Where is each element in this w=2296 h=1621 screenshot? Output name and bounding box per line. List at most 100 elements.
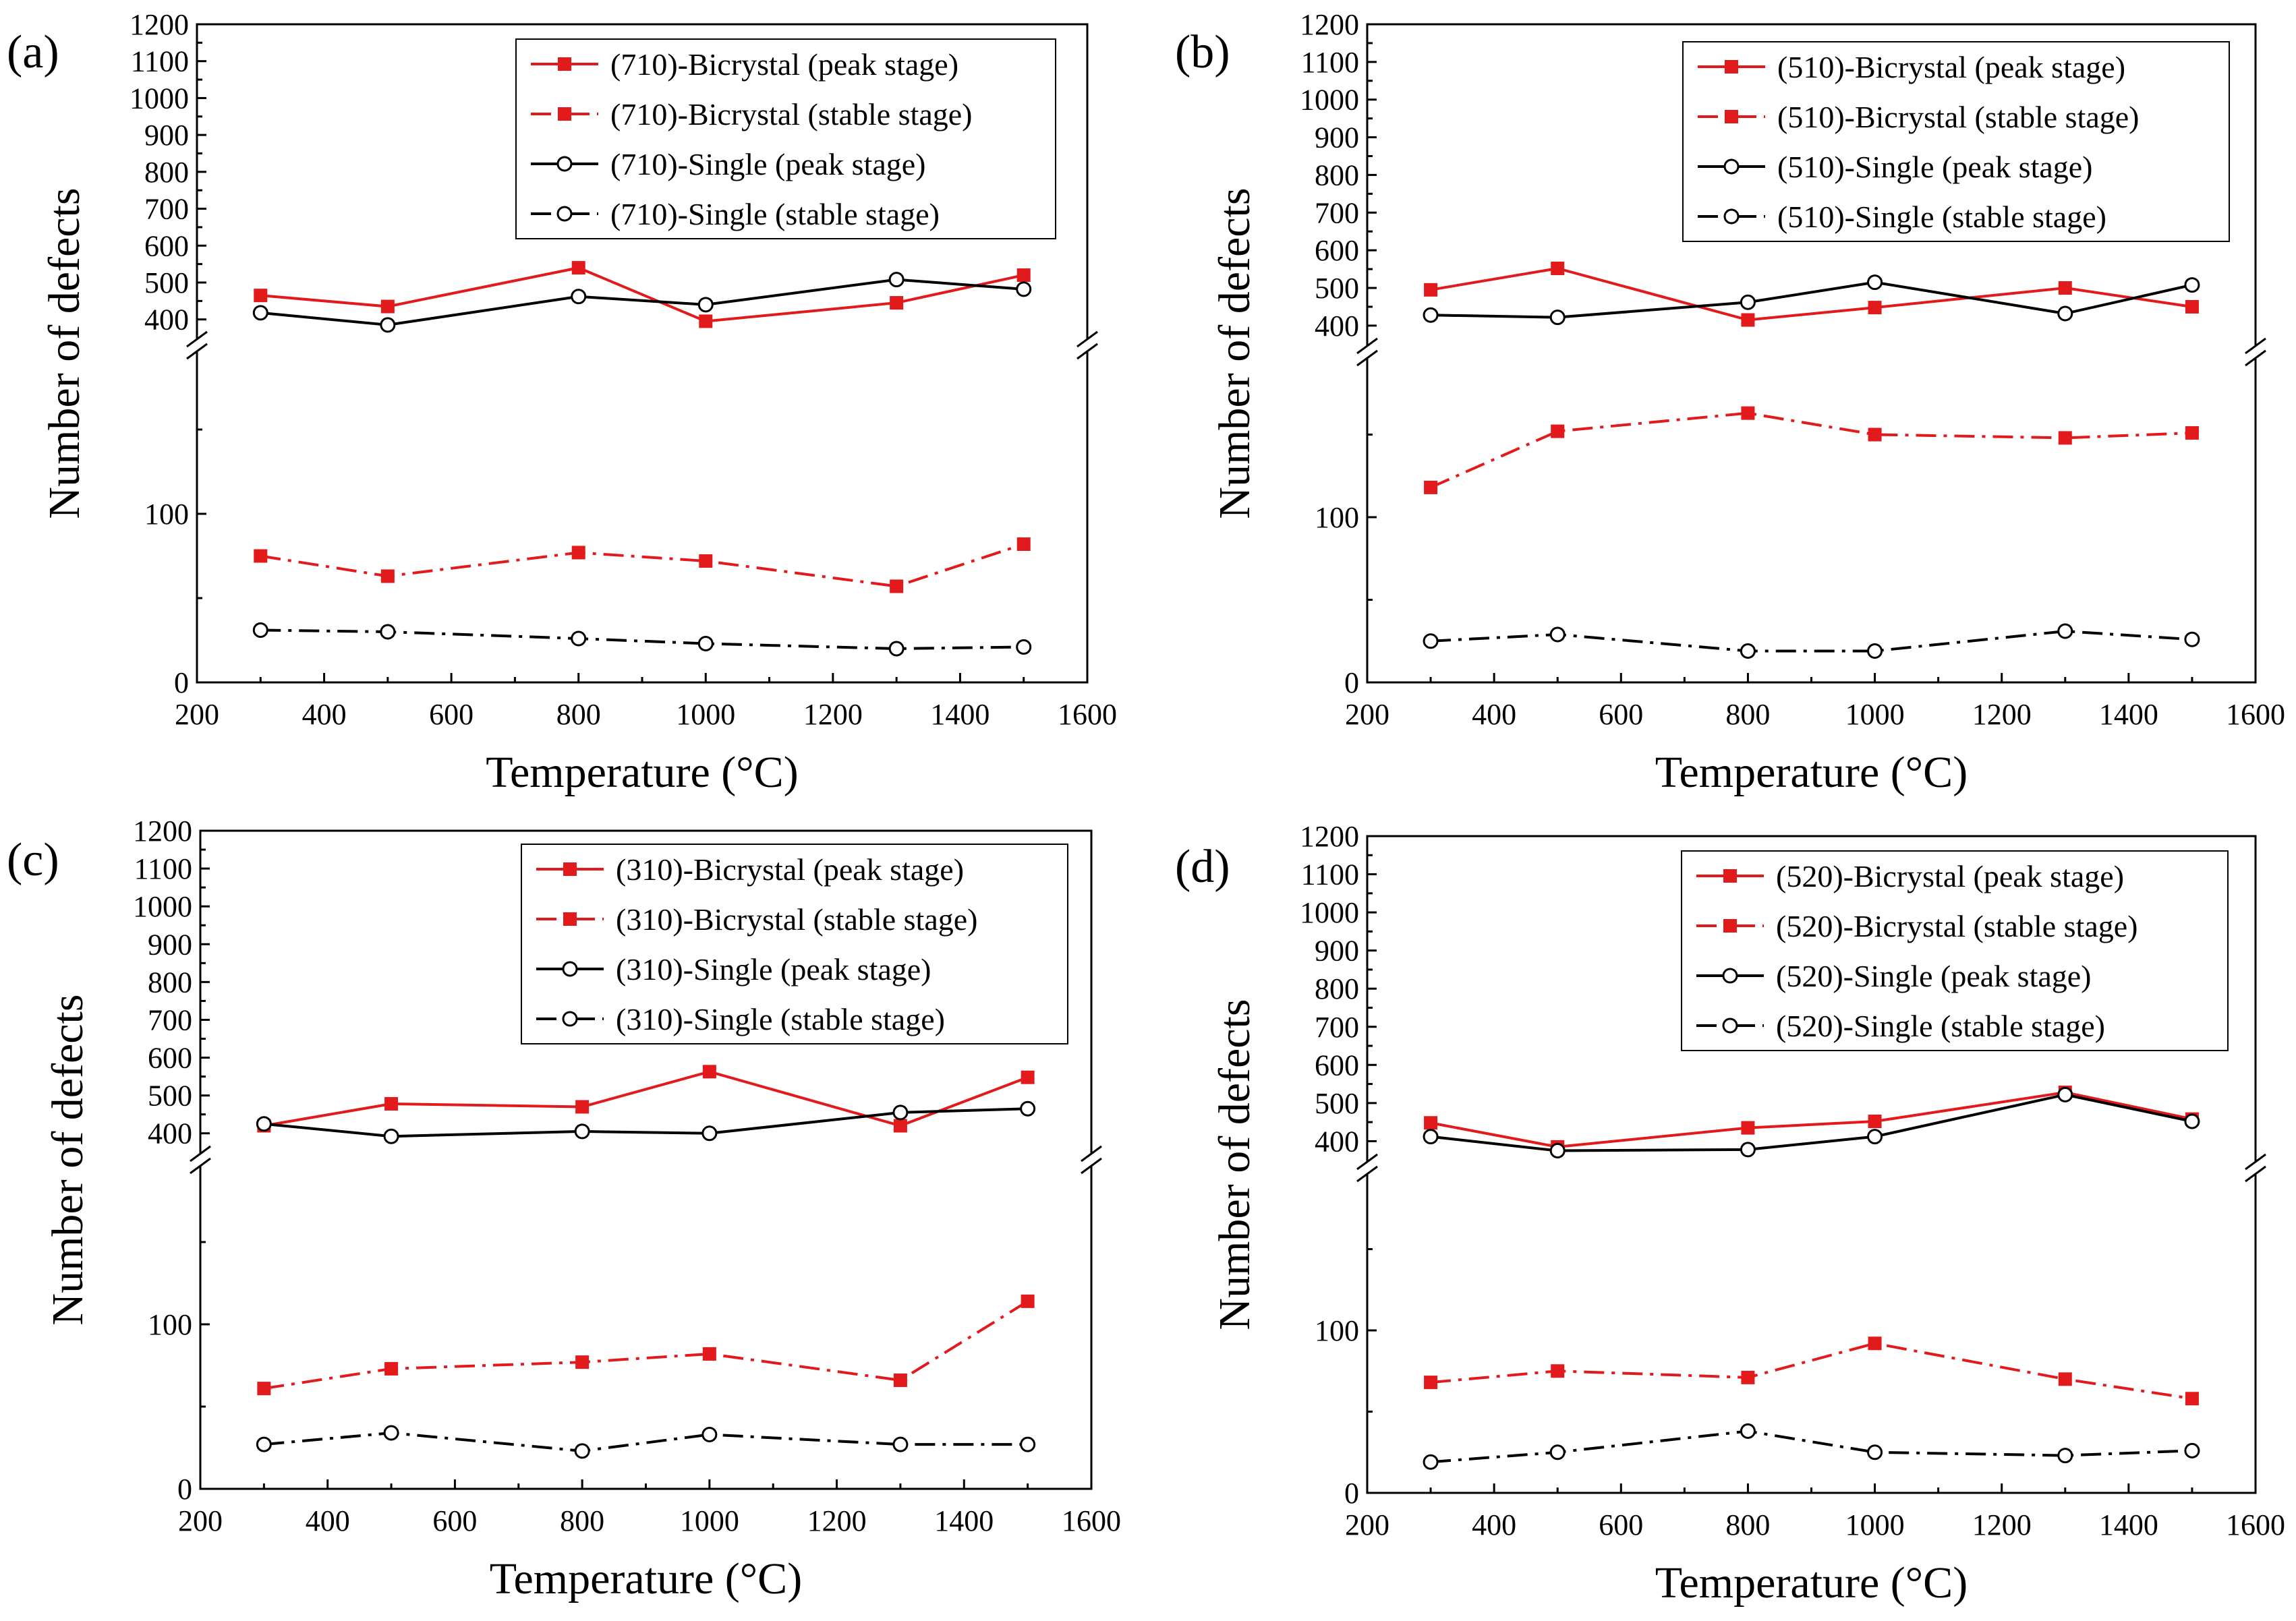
data-point [1021,1294,1035,1308]
panel-label: (a) [7,26,59,78]
series-3 [1423,1086,2200,1159]
data-point [1867,1129,1883,1145]
x-tick-label: 1000 [680,1504,739,1537]
data-point [890,296,904,310]
series-line [1430,266,2193,322]
x-tick-label: 1000 [1845,1508,1905,1541]
data-point [380,569,395,583]
data-point [257,1382,271,1396]
y-tick-label: 1100 [134,852,192,885]
y-tick-label: 100 [148,1308,192,1341]
data-point [893,1119,907,1133]
data-point [254,549,268,563]
panel-label: (c) [7,834,59,886]
x-tick-label: 1200 [803,698,863,731]
legend-entry: (710)-Single (peak stage) [610,147,926,181]
data-point [1868,1336,1882,1351]
data-point [1423,307,1439,323]
series-line [1430,1342,2193,1401]
data-point [1551,424,1565,438]
data-point [1867,643,1883,659]
y-axis-title: Number of defects [1210,999,1259,1330]
chart-panel-b: 200 400 600 800 1000 1200 1400 1600 0 100 400 500 60… [1175,8,2285,797]
data-point [1741,406,1755,420]
series-line [264,1300,1029,1390]
data-point [892,1436,909,1452]
series-2 [1424,406,2199,494]
x-axis-title: Temperature (°C) [1655,1558,1968,1608]
axis-break-mark [1356,349,1378,367]
y-tick-label: 800 [148,966,192,999]
panel-label: (d) [1175,841,1230,893]
series-4 [256,1425,1036,1459]
data-point [571,546,585,560]
legend: (310)-Bicrystal (peak stage) (310)-Bicrys… [521,844,1068,1044]
y-tick-label: 0 [1344,666,1359,699]
x-tick-label: 200 [1345,1508,1389,1541]
data-point [574,1443,590,1459]
legend-marker [1723,158,1740,175]
legend-entry: (310)-Bicrystal (peak stage) [616,852,964,887]
data-point [2184,1442,2200,1458]
y-axis-title: Number of defects [1210,187,1259,519]
axis-break-mark [1077,343,1098,360]
data-point [252,305,268,321]
legend: (510)-Bicrystal (peak stage) (510)-Bicrys… [1682,41,2230,242]
series-2 [254,537,1031,593]
data-point [2057,623,2073,639]
y-tick-label: 700 [1315,196,1359,229]
data-point [383,1425,399,1441]
y-tick-label: 800 [1315,972,1359,1005]
y-tick-label: 1100 [1301,858,1359,891]
series-line [1430,1090,2193,1148]
series-line [1431,281,2193,319]
legend-marker [1725,60,1738,73]
data-point [380,299,395,314]
data-point [1424,480,1438,494]
x-tick-label: 600 [1599,698,1643,731]
y-tick-label: 500 [1315,272,1359,305]
x-tick-label: 400 [1472,1508,1516,1541]
x-tick-label: 1200 [807,1504,867,1537]
data-point [1424,1116,1438,1130]
data-point [888,641,905,657]
data-point [380,624,396,640]
data-point [1868,301,1882,315]
panel-label: (b) [1175,26,1230,78]
legend-entry: (710)-Bicrystal (peak stage) [610,47,958,82]
axis-break-mark [1081,1145,1102,1162]
data-point [2057,305,2073,322]
x-tick-label: 800 [1725,698,1770,731]
legend-marker [1723,869,1737,883]
data-point [2184,277,2200,293]
y-tick-label: 400 [148,1117,192,1150]
data-point [1741,1370,1755,1384]
x-tick-label: 400 [302,698,347,731]
chart-panel-c: 200 400 600 800 1000 1200 1400 1600 0 100 400 500 60… [7,815,1121,1603]
y-tick-label: 900 [1315,121,1359,154]
data-point [575,1355,590,1369]
data-point [1868,1115,1882,1129]
x-tick-label: 800 [556,698,601,731]
axis-break-mark [186,330,208,348]
data-point [697,297,714,313]
data-point [1549,310,1566,326]
x-tick-label: 1600 [1058,698,1117,731]
y-tick-label: 0 [1344,1477,1359,1510]
data-point [1020,1100,1036,1117]
y-tick-label: 800 [1315,158,1359,191]
x-axis-title: Temperature (°C) [486,748,798,797]
data-point [252,622,268,638]
series-line [264,1070,1029,1127]
data-point [256,1436,272,1452]
x-tick-label: 400 [306,1504,350,1537]
x-tick-label: 600 [1599,1508,1643,1541]
x-tick-label: 1600 [1062,1504,1121,1537]
y-tick-label: 400 [144,303,189,336]
series-4 [1423,623,2200,659]
y-tick-label: 800 [144,156,189,189]
data-point [1867,1444,1883,1461]
data-point [1740,294,1756,310]
data-point [701,1426,718,1442]
axis-break-mark [1081,1157,1102,1175]
